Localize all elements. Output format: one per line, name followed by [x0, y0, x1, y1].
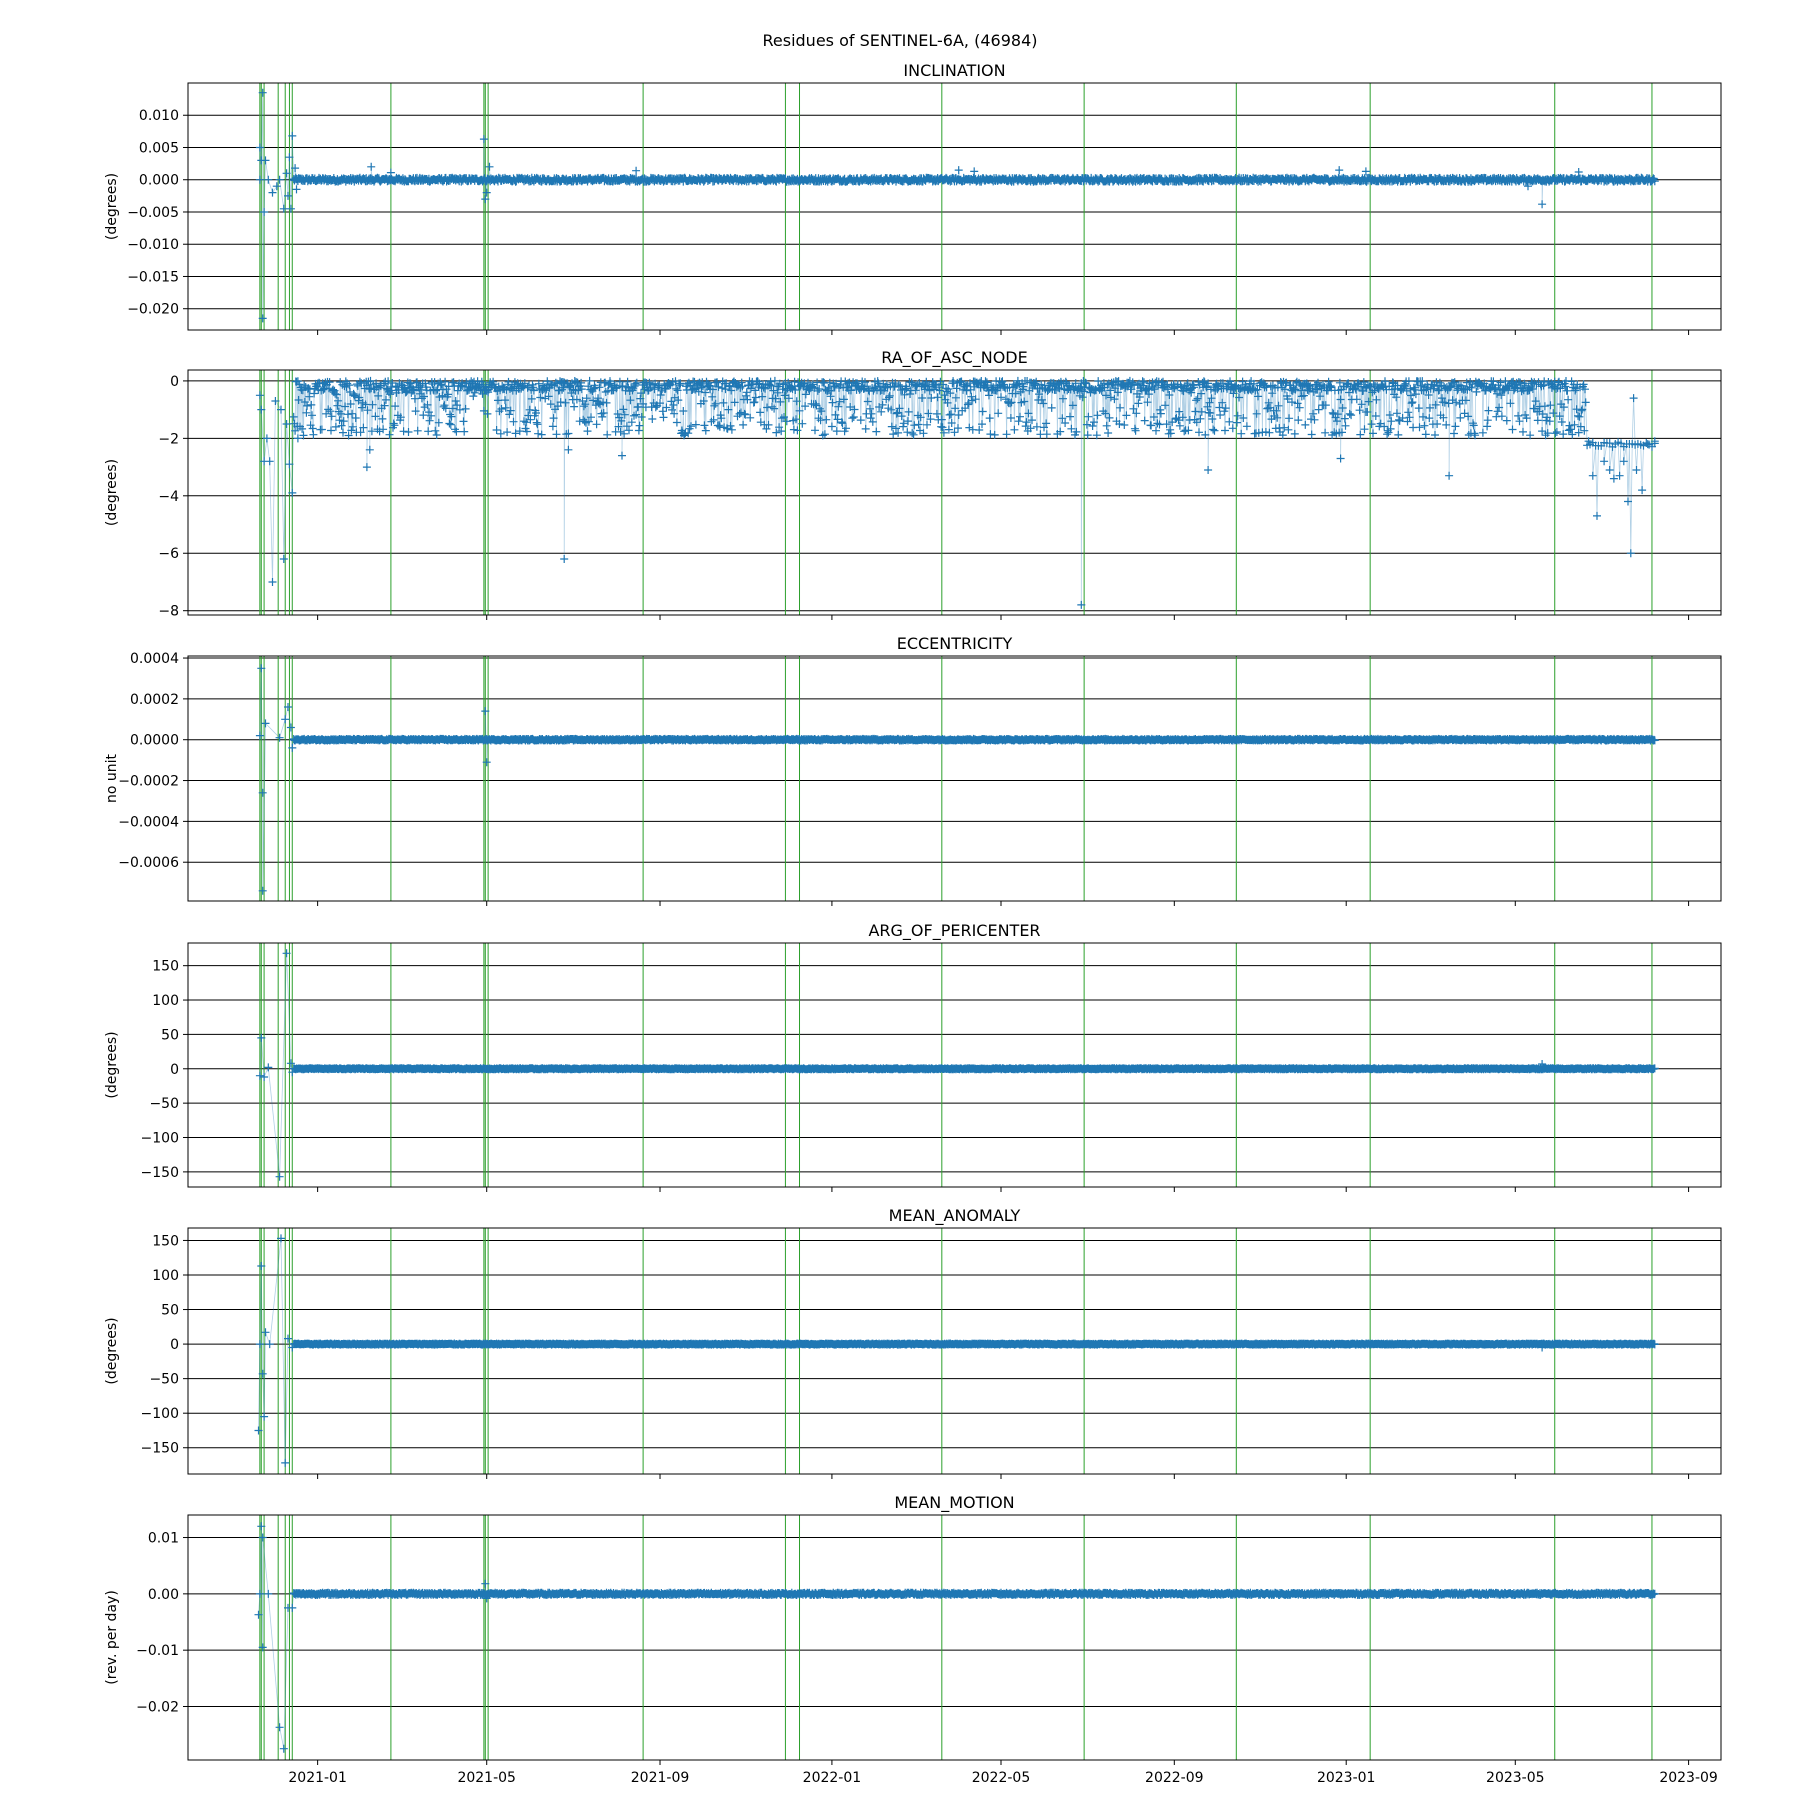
y-tick-label: 150 [152, 959, 179, 975]
y-tick-label: 0.000 [139, 173, 179, 189]
plot-frame [187, 942, 1722, 1188]
y-tick-label: 50 [161, 1303, 179, 1319]
panel-title: ECCENTRICITY [897, 634, 1013, 653]
y-tick-label: −50 [149, 1372, 179, 1388]
series-markers [255, 664, 1659, 895]
y-tick-label: 0 [170, 1062, 179, 1078]
series-line [259, 668, 1656, 891]
x-tick-label: 2021-05 [457, 1770, 516, 1786]
x-tick-label: 2021-01 [288, 1770, 347, 1786]
chart-panel: 150 100 50 0 −50 −100 −150 MEAN_ANOMALY (degrees… [104, 1206, 1722, 1479]
series-markers [255, 949, 1659, 1181]
plot-frame [187, 82, 1722, 331]
y-tick-label: 50 [161, 1027, 179, 1043]
y-tick-label: 0.0002 [130, 692, 179, 708]
y-tick-label: 0.00 [148, 1587, 179, 1603]
y-tick-label: 0.0000 [130, 733, 179, 749]
y-tick-label: 150 [152, 1233, 179, 1249]
plot-frame [187, 369, 1722, 616]
y-tick-label: −0.0002 [118, 774, 179, 790]
y-tick-label: 0 [170, 1337, 179, 1353]
x-tick-label: 2023-05 [1486, 1770, 1545, 1786]
y-tick-label: −150 [141, 1441, 179, 1457]
series-line [259, 92, 1656, 319]
plot-frame [187, 655, 1722, 902]
chart-panel: 150 100 50 0 −50 −100 −150 ARG_OF_PERICENTER (de… [104, 921, 1722, 1192]
y-tick-label: −0.015 [127, 269, 179, 285]
y-tick-label: 0.01 [148, 1531, 179, 1547]
y-tick-label: 100 [152, 993, 179, 1009]
y-tick-label: 0.005 [139, 140, 179, 156]
panel-title: INCLINATION [903, 61, 1005, 80]
series-markers [255, 88, 1659, 323]
y-tick-label: −2 [158, 431, 179, 447]
series-markers [254, 1522, 1659, 1753]
panel-title: MEAN_ANOMALY [889, 1206, 1021, 1226]
chart-panel: 0.01 0.00 −0.01 −0.02 2021-01 2021-05 2021-09 2… [104, 1493, 1722, 1786]
y-axis-label: (rev. per day) [104, 1590, 120, 1685]
y-tick-label: 0.0004 [130, 651, 179, 667]
y-axis-label: (degrees) [104, 1031, 120, 1098]
y-tick-label: −150 [141, 1165, 179, 1181]
y-tick-label: 100 [152, 1268, 179, 1284]
y-tick-label: −0.020 [127, 302, 179, 318]
x-tick-label: 2023-01 [1317, 1770, 1376, 1786]
panel-title: MEAN_MOTION [894, 1493, 1014, 1513]
chart-panel: 0.0004 0.0002 0.0000 −0.0002 −0.0004 −0.0006 E… [104, 634, 1722, 906]
y-tick-label: −0.010 [127, 237, 179, 253]
y-tick-label: −0.02 [136, 1699, 179, 1715]
chart-panel: 0 −2 −4 −6 −8 RA_OF_ASC_NODE (degrees) [104, 348, 1722, 620]
series-markers [254, 1234, 1659, 1467]
y-tick-label: 0 [170, 374, 179, 390]
y-tick-label: −0.0006 [118, 855, 179, 871]
y-axis-label: (degrees) [104, 459, 120, 526]
y-tick-label: −6 [158, 546, 179, 562]
x-tick-label: 2021-09 [631, 1770, 690, 1786]
y-tick-label: −100 [141, 1131, 179, 1147]
series-line [258, 1238, 1656, 1463]
y-axis-label: no unit [104, 753, 120, 803]
y-tick-label: −100 [141, 1406, 179, 1422]
x-tick-label: 2022-01 [803, 1770, 862, 1786]
y-tick-label: 0.010 [139, 108, 179, 124]
panel-title: RA_OF_ASC_NODE [881, 348, 1027, 368]
x-tick-label: 2023-09 [1659, 1770, 1718, 1786]
plot-frame [187, 1514, 1722, 1761]
y-tick-label: −0.01 [136, 1643, 179, 1659]
x-tick-label: 2022-09 [1145, 1770, 1204, 1786]
y-tick-label: −8 [158, 604, 179, 620]
plot-frame [187, 1227, 1722, 1475]
y-axis-label: (degrees) [104, 1317, 120, 1384]
y-axis-label: (degrees) [104, 173, 120, 240]
series-markers [255, 376, 1659, 609]
figure-title: Residues of SENTINEL-6A, (46984) [762, 31, 1038, 50]
chart-panel: 0.010 0.005 0.000 −0.005 −0.010 −0.015 −0.020 I… [104, 61, 1722, 335]
series-line [258, 1526, 1655, 1749]
y-tick-label: −0.0004 [118, 814, 179, 830]
y-tick-label: −50 [149, 1096, 179, 1112]
x-tick-label: 2022-05 [972, 1770, 1031, 1786]
y-tick-label: −4 [158, 489, 179, 505]
panel-title: ARG_OF_PERICENTER [868, 921, 1040, 941]
y-tick-label: −0.005 [127, 205, 179, 221]
